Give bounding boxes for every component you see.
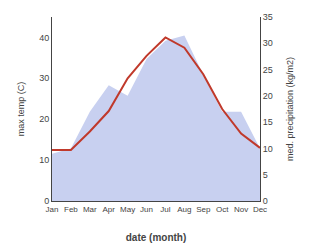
svg-text:0: 0	[44, 196, 49, 206]
svg-text:0: 0	[263, 196, 268, 206]
svg-text:Mar: Mar	[83, 205, 97, 214]
svg-text:20: 20	[263, 91, 273, 101]
svg-text:25: 25	[263, 65, 273, 75]
svg-text:30: 30	[39, 73, 49, 83]
svg-text:10: 10	[263, 144, 273, 154]
svg-text:5: 5	[263, 170, 268, 180]
svg-text:30: 30	[263, 38, 273, 48]
svg-text:Dec: Dec	[253, 205, 267, 214]
svg-text:Aug: Aug	[177, 205, 191, 214]
svg-text:Oct: Oct	[216, 205, 229, 214]
svg-text:40: 40	[39, 33, 49, 43]
svg-text:med. precipitation (kg/m2): med. precipitation (kg/m2)	[285, 57, 295, 161]
svg-text:May: May	[120, 205, 135, 214]
svg-text:Sep: Sep	[196, 205, 211, 214]
svg-text:15: 15	[263, 117, 273, 127]
svg-text:10: 10	[39, 155, 49, 165]
svg-text:Jan: Jan	[46, 205, 59, 214]
svg-text:max temp (C): max temp (C)	[16, 82, 26, 137]
svg-text:Nov: Nov	[234, 205, 248, 214]
svg-text:Apr: Apr	[103, 205, 116, 214]
svg-text:Jun: Jun	[140, 205, 153, 214]
svg-text:Feb: Feb	[64, 205, 78, 214]
svg-text:20: 20	[39, 114, 49, 124]
svg-text:Jul: Jul	[160, 205, 170, 214]
svg-text:35: 35	[263, 12, 273, 22]
svg-text:date (month): date (month)	[126, 232, 187, 243]
